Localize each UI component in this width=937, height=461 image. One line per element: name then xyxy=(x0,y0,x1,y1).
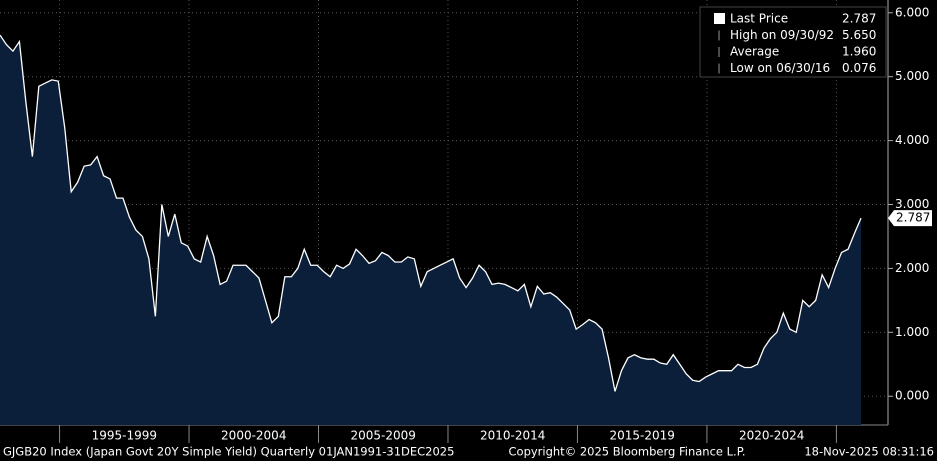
x-period-label: 2000-2004 xyxy=(221,429,286,443)
legend-value: 1.960 xyxy=(842,45,876,59)
legend-label: Low on 06/30/16 xyxy=(730,61,830,75)
y-tick-label: 6.000 xyxy=(895,5,929,19)
legend-box xyxy=(699,6,887,78)
legend-swatch xyxy=(714,13,725,24)
legend-label: Last Price xyxy=(730,12,788,26)
legend-label: High on 09/30/92 xyxy=(730,28,834,42)
y-tick-label: 5.000 xyxy=(895,69,929,83)
y-tick-label: 1.000 xyxy=(895,325,929,339)
y-tick-label: 0.000 xyxy=(895,389,929,403)
footer-source: GJGB20 Index (Japan Govt 20Y Simple Yiel… xyxy=(3,445,454,459)
last-value-label: 2.787 xyxy=(896,211,930,225)
x-period-label: 2005-2009 xyxy=(351,429,416,443)
legend-value: 5.650 xyxy=(842,28,876,42)
footer-copyright: Copyright© 2025 Bloomberg Finance L.P. xyxy=(509,445,746,459)
area xyxy=(0,35,861,425)
x-period-label: 1995-1999 xyxy=(92,429,157,443)
y-tick-label: 2.000 xyxy=(895,261,929,275)
footer-timestamp: 18-Nov-2025 08:31:16 xyxy=(804,445,934,459)
legend-label: Average xyxy=(730,45,779,59)
line xyxy=(0,34,862,392)
y-tick-label: 4.000 xyxy=(895,133,929,147)
y-tick-label: 3.000 xyxy=(895,197,929,211)
legend-value: 2.787 xyxy=(842,12,876,26)
x-period-label: 2015-2019 xyxy=(609,429,674,443)
last-value-tag xyxy=(888,210,932,227)
legend-value: 0.076 xyxy=(842,61,876,75)
x-period-label: 2020-2024 xyxy=(739,429,804,443)
x-period-label: 2010-2014 xyxy=(480,429,545,443)
